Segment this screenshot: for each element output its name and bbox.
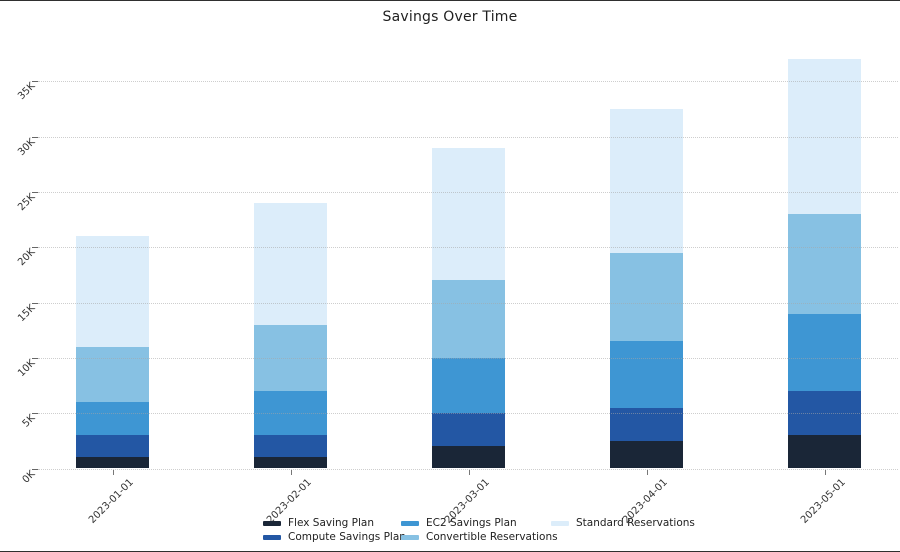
bar-segment-compute-savings-plan-2023-02-01[interactable]: [254, 435, 327, 458]
bar-segment-ec2-savings-plan-2023-05-01[interactable]: [788, 313, 861, 392]
bar-segment-convertible-reservations-2023-01-01[interactable]: [76, 346, 149, 403]
legend-swatch-flex-saving-plan: [263, 521, 281, 526]
y-tick-mark: [32, 81, 38, 83]
legend: Flex Saving Plan Compute Savings Plan EC2 …: [0, 515, 900, 547]
x-tick-mark: [646, 469, 648, 475]
y-tick-label: 5K: [20, 412, 38, 430]
y-tick-label: 15K: [16, 302, 38, 324]
legend-label: Standard Reservations: [576, 517, 695, 529]
y-tick-label: 0K: [20, 468, 38, 486]
y-tick-mark: [32, 136, 38, 138]
bar-segment-convertible-reservations-2023-03-01[interactable]: [432, 280, 505, 358]
bar-segment-compute-savings-plan-2023-04-01[interactable]: [610, 407, 683, 441]
bar-segment-ec2-savings-plan-2023-01-01[interactable]: [76, 402, 149, 436]
y-tick-mark: [32, 357, 38, 359]
y-tick-label: 20K: [16, 246, 38, 269]
legend-swatch-compute-savings-plan: [263, 535, 281, 540]
legend-label: Flex Saving Plan: [288, 517, 375, 529]
x-tick-mark: [112, 469, 114, 475]
gridline-35K: [38, 81, 898, 83]
bar-segment-standard-reservations-2023-03-01[interactable]: [432, 147, 505, 281]
y-tick-mark: [32, 468, 38, 470]
y-tick-label: 10K: [16, 357, 38, 380]
y-tick-mark: [32, 302, 38, 304]
bar-segment-flex-saving-plan-2023-02-01[interactable]: [254, 457, 327, 469]
bar-segment-ec2-savings-plan-2023-04-01[interactable]: [610, 341, 683, 408]
x-tick-mark: [290, 469, 292, 475]
legend-label: Convertible Reservations: [426, 531, 558, 543]
bar-segment-standard-reservations-2023-05-01[interactable]: [788, 59, 861, 214]
legend-item-standard-reservations[interactable]: Standard Reservations: [551, 517, 695, 530]
legend-item-convertible-reservations[interactable]: Convertible Reservations: [401, 531, 558, 544]
y-tick-label: 25K: [16, 191, 38, 214]
legend-label: Compute Savings Plan: [288, 531, 406, 543]
bar-segment-convertible-reservations-2023-02-01[interactable]: [254, 324, 327, 392]
bar-segment-flex-saving-plan-2023-01-01[interactable]: [76, 457, 149, 469]
legend-item-ec2-savings-plan[interactable]: EC2 Savings Plan: [401, 517, 517, 530]
legend-item-compute-savings-plan[interactable]: Compute Savings Plan: [263, 531, 406, 544]
chart-title: Savings Over Time: [382, 9, 518, 25]
bar-segment-standard-reservations-2023-01-01[interactable]: [76, 236, 149, 347]
y-tick-mark: [32, 247, 38, 249]
legend-label: EC2 Savings Plan: [426, 517, 517, 529]
bar-segment-flex-saving-plan-2023-04-01[interactable]: [610, 440, 683, 469]
bar-segment-standard-reservations-2023-04-01[interactable]: [610, 108, 683, 253]
y-tick-mark: [32, 191, 38, 193]
y-tick-label: 35K: [16, 80, 38, 103]
bar-segment-compute-savings-plan-2023-01-01[interactable]: [76, 435, 149, 458]
x-tick-mark: [824, 469, 826, 475]
bar-segment-compute-savings-plan-2023-03-01[interactable]: [432, 413, 505, 447]
legend-swatch-standard-reservations: [551, 521, 569, 526]
legend-swatch-ec2-savings-plan: [401, 521, 419, 526]
bar-segment-compute-savings-plan-2023-05-01[interactable]: [788, 391, 861, 436]
y-tick-label: 30K: [16, 136, 38, 158]
bar-segment-flex-saving-plan-2023-03-01[interactable]: [432, 446, 505, 469]
bar-segment-ec2-savings-plan-2023-03-01[interactable]: [432, 357, 505, 414]
bar-segment-convertible-reservations-2023-05-01[interactable]: [788, 213, 861, 314]
x-tick-mark: [468, 469, 470, 475]
legend-swatch-convertible-reservations: [401, 535, 419, 540]
bar-segment-convertible-reservations-2023-04-01[interactable]: [610, 252, 683, 342]
bar-segment-ec2-savings-plan-2023-02-01[interactable]: [254, 391, 327, 436]
legend-item-flex-saving-plan[interactable]: Flex Saving Plan: [263, 517, 374, 530]
bar-segment-flex-saving-plan-2023-05-01[interactable]: [788, 435, 861, 469]
bar-segment-standard-reservations-2023-02-01[interactable]: [254, 202, 327, 325]
y-tick-mark: [32, 413, 38, 415]
gridline-30K: [38, 136, 898, 138]
